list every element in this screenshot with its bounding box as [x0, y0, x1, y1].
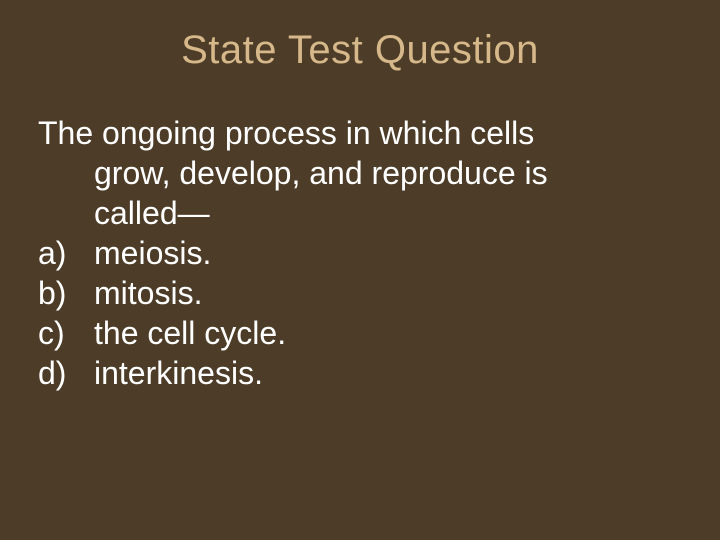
option-text: the cell cycle.	[94, 313, 682, 353]
options-list: a) meiosis. b) mitosis. c) the cell cycl…	[38, 233, 682, 393]
option-c: c) the cell cycle.	[38, 313, 682, 353]
question-body: The ongoing process in which cells grow,…	[38, 113, 682, 393]
option-text: interkinesis.	[94, 353, 682, 393]
option-letter: d)	[38, 353, 94, 393]
option-letter: b)	[38, 273, 94, 313]
option-text: meiosis.	[94, 233, 682, 273]
stem-line-2: grow, develop, and reproduce is	[38, 153, 682, 193]
slide-container: State Test Question The ongoing process …	[0, 0, 720, 540]
option-letter: c)	[38, 313, 94, 353]
option-b: b) mitosis.	[38, 273, 682, 313]
option-text: mitosis.	[94, 273, 682, 313]
option-a: a) meiosis.	[38, 233, 682, 273]
option-letter: a)	[38, 233, 94, 273]
slide-title: State Test Question	[38, 28, 682, 73]
stem-line-3: called—	[38, 193, 682, 233]
question-stem: The ongoing process in which cells grow,…	[38, 113, 682, 233]
stem-line-1: The ongoing process in which cells	[38, 113, 682, 153]
option-d: d) interkinesis.	[38, 353, 682, 393]
